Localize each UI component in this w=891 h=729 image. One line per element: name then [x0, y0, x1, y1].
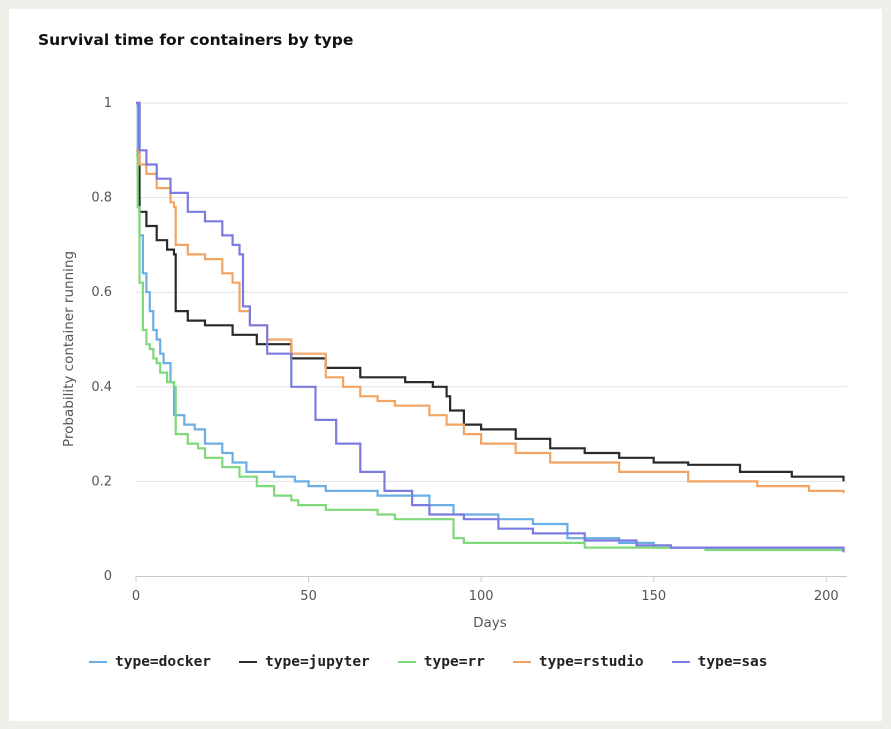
x-tick-label: 100 [469, 589, 494, 604]
series-lines [136, 101, 845, 553]
legend-swatch [239, 660, 258, 664]
legend-label: type=rstudio [538, 654, 644, 670]
series-line-sas [136, 101, 845, 553]
y-tick-label: 1 [104, 96, 112, 111]
x-tick-label: 200 [814, 589, 839, 604]
legend-label: type=sas [697, 654, 768, 670]
y-tick-label: 0.6 [91, 285, 112, 300]
x-axis-label: Days [473, 615, 507, 631]
series-line-rstudio [136, 149, 845, 494]
legend-item-rstudio[interactable]: type=rstudio [512, 654, 644, 670]
y-tick-label: 0 [104, 569, 112, 584]
legend-label: type=rr [423, 654, 485, 670]
legend-item-jupyter[interactable]: type=jupyter [239, 654, 370, 670]
legend-item-sas[interactable]: type=sas [671, 654, 768, 670]
series-line-jupyter [136, 101, 845, 482]
legend-label: type=docker [115, 654, 212, 670]
x-axis: 0 50 100 150 200 [132, 576, 847, 604]
legend: type=docker type=jupyter type=rr type=rstud… [89, 654, 768, 670]
y-axis-ticks: 0 0.2 0.4 0.6 0.8 1 [91, 96, 112, 584]
legend-item-docker[interactable]: type=docker [89, 654, 211, 670]
legend-swatch [671, 660, 690, 664]
y-tick-label: 0.8 [91, 191, 112, 206]
legend-swatch [397, 660, 416, 664]
y-tick-label: 0.2 [91, 474, 112, 489]
legend-item-rr[interactable]: type=rr [397, 654, 485, 670]
series-line-rr [136, 153, 845, 552]
x-tick-label: 50 [300, 589, 317, 604]
y-axis-label: Probability container running [61, 251, 77, 447]
legend-label: type=jupyter [265, 654, 370, 670]
survival-chart: 0 50 100 150 200 0 0.2 0.4 0.6 0.8 1 Days Probabi… [61, 96, 847, 631]
y-tick-label: 0.4 [91, 380, 112, 395]
x-tick-label: 0 [132, 589, 140, 604]
legend-swatch [89, 660, 107, 664]
chart-card: Survival time for containers by type 0 50… [9, 9, 882, 721]
chart-title: Survival time for containers by type [38, 31, 354, 49]
legend-swatch [512, 660, 531, 664]
x-tick-label: 150 [641, 589, 666, 604]
